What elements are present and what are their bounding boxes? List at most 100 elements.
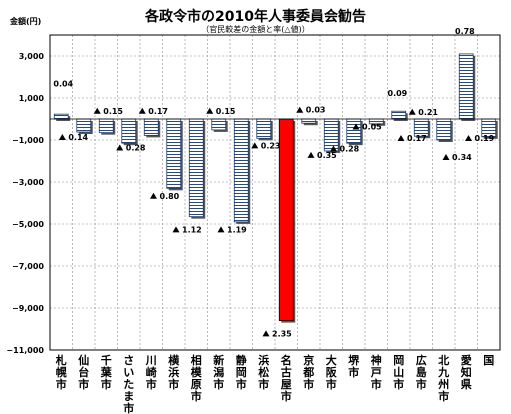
data-label-text: 0.15 xyxy=(103,107,123,116)
data-label-text: 0.35 xyxy=(317,151,337,160)
category-label: 愛知県 xyxy=(460,353,472,391)
y-tick-label: −11,000 xyxy=(6,346,44,355)
data-label-text: 0.15 xyxy=(216,107,236,116)
category-label: 千葉市 xyxy=(100,353,113,391)
bar xyxy=(53,113,69,120)
triangle-marker-icon xyxy=(352,123,360,130)
y-tick-label: −7,000 xyxy=(12,262,44,271)
bar xyxy=(166,118,182,189)
data-label: 0.19 xyxy=(465,134,495,143)
category-label: 相模原市 xyxy=(191,353,203,403)
data-label: 0.21 xyxy=(408,108,438,117)
triangle-marker-icon xyxy=(138,107,146,114)
data-label-text: 2.35 xyxy=(272,329,292,338)
bar xyxy=(121,118,137,144)
data-label-text: 0.28 xyxy=(340,145,360,154)
category-label: 仙台市 xyxy=(78,353,89,391)
category-label: 横浜市 xyxy=(168,353,180,391)
data-label-text: 0.78 xyxy=(455,27,475,36)
bar xyxy=(391,110,407,120)
category-label: 京都市 xyxy=(302,353,314,391)
data-label-text: 0.23 xyxy=(261,141,281,150)
triangle-marker-icon xyxy=(296,106,304,113)
triangle-marker-icon xyxy=(307,151,315,158)
data-label-text: 0.17 xyxy=(407,134,427,143)
bar xyxy=(323,118,339,152)
data-label-text: 0.04 xyxy=(53,79,73,88)
data-label-text: 0.17 xyxy=(148,107,168,116)
category-label: 名古屋市 xyxy=(281,353,292,403)
data-label: 1.19 xyxy=(217,225,247,234)
data-label: 0.35 xyxy=(307,151,337,160)
data-label: 0.17 xyxy=(138,107,168,116)
data-label-text: 0.05 xyxy=(362,123,382,132)
data-label: 0.28 xyxy=(116,144,146,153)
category-label: 広島市 xyxy=(416,353,427,391)
data-label: 0.17 xyxy=(397,134,427,143)
data-label-text: 1.12 xyxy=(182,225,202,234)
y-axis-label: 金額(円) xyxy=(10,17,42,26)
y-tick-label: −5,000 xyxy=(12,220,44,229)
category-label: 静岡市 xyxy=(236,353,247,391)
category-label: 国 xyxy=(483,354,494,367)
data-label: 0.03 xyxy=(296,106,326,115)
category-label: 大阪市 xyxy=(326,353,338,391)
triangle-marker-icon xyxy=(330,145,337,152)
triangle-marker-icon xyxy=(93,107,101,114)
gridlines xyxy=(49,35,501,351)
bar xyxy=(211,118,227,131)
category-label: 岡山市 xyxy=(393,354,404,391)
category-label: 川崎市 xyxy=(145,354,157,391)
data-label-text: 0.28 xyxy=(126,144,146,153)
data-label: 0.04 xyxy=(53,79,73,88)
data-label-text: 0.80 xyxy=(160,192,180,201)
bar xyxy=(278,118,294,322)
category-label: 堺市 xyxy=(348,353,360,379)
data-label-text: 0.21 xyxy=(418,108,438,117)
data-label: 0.28 xyxy=(330,145,360,154)
bar xyxy=(301,118,317,124)
category-label: 北九州市 xyxy=(437,353,449,403)
triangle-marker-icon xyxy=(397,135,405,142)
bar xyxy=(436,118,452,141)
category-label: さいたま市 xyxy=(123,354,134,414)
data-label-text: 0.19 xyxy=(475,134,495,143)
bar xyxy=(346,118,362,144)
chart-subtitle: （官民較差の金額と率(△値)） xyxy=(201,25,310,34)
bar xyxy=(143,118,159,136)
triangle-marker-icon xyxy=(206,107,214,114)
category-label: 札幌市 xyxy=(55,353,67,391)
triangle-marker-icon xyxy=(465,135,472,142)
triangle-marker-icon xyxy=(116,144,124,151)
bars xyxy=(53,53,498,323)
y-tick-label: −9,000 xyxy=(12,304,44,313)
y-tick-label: 3,000 xyxy=(19,52,45,61)
bar xyxy=(233,118,249,223)
data-label: 0.05 xyxy=(352,123,382,132)
axes: 3,000 1,000 −1,000 −3,000 −5,000 −7,000 −9,000… xyxy=(6,34,501,355)
data-label: 1.12 xyxy=(172,225,202,234)
data-labels: 0.04 0.14 0.15 0.28 0.17 0.80 1.12 0.15 1.19 0.23… xyxy=(53,27,494,338)
triangle-marker-icon xyxy=(442,153,450,160)
data-label-text: 0.34 xyxy=(452,153,472,162)
category-label: 新潟市 xyxy=(213,353,224,391)
bar xyxy=(458,53,474,120)
data-label-text: 0.09 xyxy=(388,89,408,98)
triangle-marker-icon xyxy=(251,142,259,149)
data-label: 0.23 xyxy=(251,141,281,150)
data-label: 2.35 xyxy=(262,329,292,338)
data-label: 0.09 xyxy=(388,89,408,98)
category-label: 浜松市 xyxy=(258,353,269,391)
y-tick-label: 1,000 xyxy=(19,94,45,103)
data-label: 0.15 xyxy=(93,107,123,116)
plot-frame xyxy=(49,34,501,351)
triangle-marker-icon xyxy=(217,226,225,233)
chart-title: 各政令市の2010年人事委員会勧告 xyxy=(145,9,366,25)
data-label: 0.80 xyxy=(150,192,180,201)
data-label: 0.15 xyxy=(206,107,236,116)
bar xyxy=(188,118,204,218)
y-tick-label: −1,000 xyxy=(12,136,44,145)
triangle-marker-icon xyxy=(408,108,416,115)
